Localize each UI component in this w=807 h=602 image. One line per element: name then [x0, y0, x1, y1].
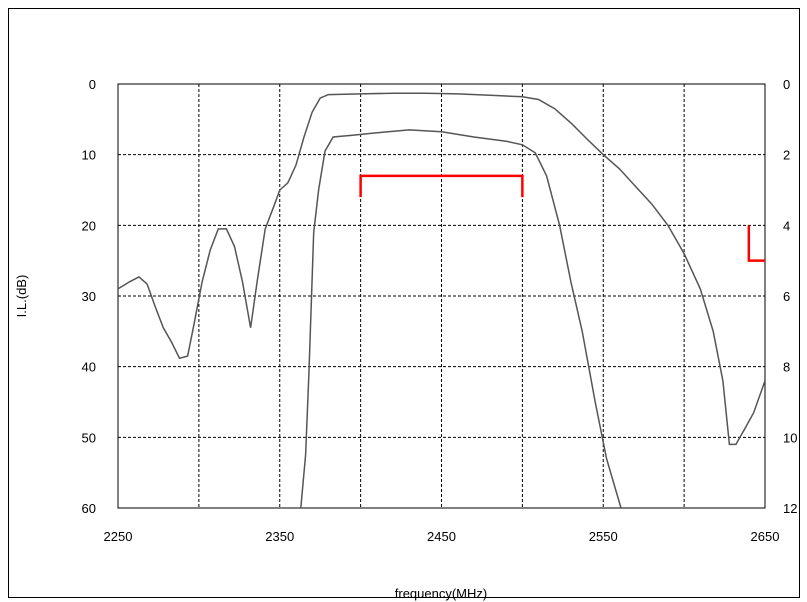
- y-right-tick-label: 2: [783, 148, 790, 163]
- x-tick-label: 2650: [751, 529, 780, 544]
- y-right-tick-label: 6: [783, 289, 790, 304]
- y-right-ticks: 0 2 4 6 8 10 12: [783, 77, 797, 516]
- y-right-tick-label: 8: [783, 360, 790, 375]
- y-left-ticks: 0 10 20 30 40 50 60: [82, 77, 96, 516]
- series-line-2: [300, 129, 622, 508]
- rejection-spec-marker: [747, 225, 765, 262]
- y-left-tick-label: 60: [82, 501, 96, 516]
- spec-markers: [359, 174, 765, 262]
- y-right-tick-label: 0: [783, 77, 790, 92]
- x-tick-label: 2250: [104, 529, 133, 544]
- x-tick-label: 2550: [589, 529, 618, 544]
- series-lines: [118, 92, 765, 508]
- y-right-tick-label: 4: [783, 218, 790, 233]
- series-line-1: [118, 92, 765, 446]
- x-axis-title: frequency(MHz): [395, 586, 487, 601]
- x-tick-label: 2350: [265, 529, 294, 544]
- y-axis-title: I.L.(dB): [14, 275, 29, 318]
- passband-spec-marker: [359, 174, 524, 198]
- y-left-tick-label: 30: [82, 289, 96, 304]
- y-left-tick-label: 0: [89, 77, 96, 92]
- y-left-tick-label: 50: [82, 430, 96, 445]
- y-right-tick-label: 12: [783, 501, 797, 516]
- y-right-tick-label: 10: [783, 430, 797, 445]
- y-left-tick-label: 40: [82, 360, 96, 375]
- y-left-tick-label: 10: [82, 148, 96, 163]
- x-tick-label: 2450: [427, 529, 456, 544]
- y-left-tick-label: 20: [82, 218, 96, 233]
- x-ticks: 2250 2350 2450 2550 2650: [104, 529, 780, 544]
